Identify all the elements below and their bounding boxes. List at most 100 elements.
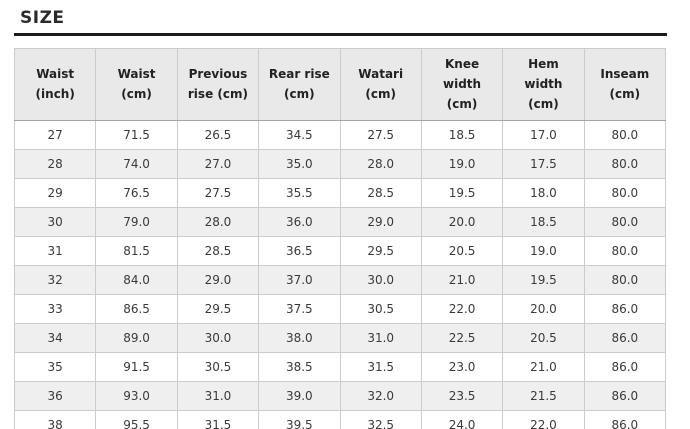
table-row: 34 89.0 30.0 38.0 31.0 22.5 20.5 86.0 xyxy=(13,323,667,354)
table-cell: 23.5 xyxy=(420,381,504,412)
table-cell: 22.0 xyxy=(502,410,585,429)
table-cell: 32 xyxy=(13,265,97,296)
table-cell: 30.0 xyxy=(339,265,422,296)
table-row: 28 74.0 27.0 35.0 28.0 19.0 17.5 80.0 xyxy=(13,149,667,180)
table-cell: 22.0 xyxy=(420,294,504,325)
table-cell: 20.0 xyxy=(420,207,504,238)
table-cell: 80.0 xyxy=(583,207,667,238)
column-header: Waist (inch) xyxy=(13,47,97,122)
table-cell: 32.5 xyxy=(339,410,422,429)
table-cell: 30 xyxy=(13,207,97,238)
size-table-header-row: Waist (inch) Waist (cm) Previous rise (cm)… xyxy=(13,47,667,122)
table-cell: 26.5 xyxy=(176,120,260,151)
table-cell: 27.0 xyxy=(176,149,260,180)
table-cell: 19.5 xyxy=(420,178,504,209)
column-header: Knee width (cm) xyxy=(420,47,504,122)
table-cell: 29 xyxy=(13,178,97,209)
table-cell: 80.0 xyxy=(583,236,667,267)
table-cell: 84.0 xyxy=(95,265,178,296)
table-cell: 80.0 xyxy=(583,265,667,296)
table-cell: 20.0 xyxy=(502,294,585,325)
table-row: 32 84.0 29.0 37.0 30.0 21.0 19.5 80.0 xyxy=(13,265,667,296)
table-cell: 86.0 xyxy=(583,410,667,429)
table-cell: 30.0 xyxy=(176,323,260,354)
table-cell: 19.0 xyxy=(502,236,585,267)
table-cell: 38.0 xyxy=(258,323,341,354)
column-header: Rear rise (cm) xyxy=(258,47,341,122)
table-cell: 91.5 xyxy=(95,352,178,383)
title-rule xyxy=(14,33,667,36)
table-cell: 32.0 xyxy=(339,381,422,412)
table-cell: 29.5 xyxy=(176,294,260,325)
table-cell: 36.0 xyxy=(258,207,341,238)
table-cell: 18.5 xyxy=(420,120,504,151)
table-cell: 17.5 xyxy=(502,149,585,180)
page-title: SIZE xyxy=(20,8,65,28)
table-cell: 30.5 xyxy=(176,352,260,383)
column-header: Hem width (cm) xyxy=(502,47,585,122)
table-cell: 38 xyxy=(13,410,97,429)
table-row: 31 81.5 28.5 36.5 29.5 20.5 19.0 80.0 xyxy=(13,236,667,267)
table-cell: 18.0 xyxy=(502,178,585,209)
table-row: 30 79.0 28.0 36.0 29.0 20.0 18.5 80.0 xyxy=(13,207,667,238)
table-row: 35 91.5 30.5 38.5 31.5 23.0 21.0 86.0 xyxy=(13,352,667,383)
table-cell: 31.5 xyxy=(176,410,260,429)
table-cell: 86.5 xyxy=(95,294,178,325)
table-cell: 37.5 xyxy=(258,294,341,325)
table-cell: 23.0 xyxy=(420,352,504,383)
table-cell: 79.0 xyxy=(95,207,178,238)
table-cell: 30.5 xyxy=(339,294,422,325)
table-cell: 37.0 xyxy=(258,265,341,296)
column-header: Watari (cm) xyxy=(339,47,422,122)
table-cell: 36 xyxy=(13,381,97,412)
table-row: 33 86.5 29.5 37.5 30.5 22.0 20.0 86.0 xyxy=(13,294,667,325)
size-table: Waist (inch) Waist (cm) Previous rise (cm)… xyxy=(13,47,667,429)
table-cell: 81.5 xyxy=(95,236,178,267)
table-cell: 31 xyxy=(13,236,97,267)
table-cell: 21.5 xyxy=(502,381,585,412)
table-cell: 21.0 xyxy=(420,265,504,296)
table-cell: 27.5 xyxy=(339,120,422,151)
table-cell: 76.5 xyxy=(95,178,178,209)
table-cell: 31.0 xyxy=(176,381,260,412)
table-cell: 93.0 xyxy=(95,381,178,412)
table-cell: 95.5 xyxy=(95,410,178,429)
table-cell: 18.5 xyxy=(502,207,585,238)
table-cell: 17.0 xyxy=(502,120,585,151)
table-cell: 20.5 xyxy=(502,323,585,354)
table-cell: 39.0 xyxy=(258,381,341,412)
table-row: 38 95.5 31.5 39.5 32.5 24.0 22.0 86.0 xyxy=(13,410,667,429)
table-cell: 34 xyxy=(13,323,97,354)
table-cell: 31.0 xyxy=(339,323,422,354)
table-cell: 28.0 xyxy=(176,207,260,238)
table-cell: 28.5 xyxy=(176,236,260,267)
table-cell: 28 xyxy=(13,149,97,180)
table-cell: 28.0 xyxy=(339,149,422,180)
table-cell: 35.5 xyxy=(258,178,341,209)
table-row: 27 71.5 26.5 34.5 27.5 18.5 17.0 80.0 xyxy=(13,120,667,151)
table-cell: 35 xyxy=(13,352,97,383)
size-table-body: 27 71.5 26.5 34.5 27.5 18.5 17.0 80.0 28 74.0 27.0… xyxy=(13,120,667,429)
table-cell: 86.0 xyxy=(583,294,667,325)
table-cell: 19.0 xyxy=(420,149,504,180)
table-cell: 24.0 xyxy=(420,410,504,429)
table-cell: 38.5 xyxy=(258,352,341,383)
table-cell: 35.0 xyxy=(258,149,341,180)
table-row: 36 93.0 31.0 39.0 32.0 23.5 21.5 86.0 xyxy=(13,381,667,412)
table-cell: 89.0 xyxy=(95,323,178,354)
table-cell: 29.0 xyxy=(339,207,422,238)
table-cell: 28.5 xyxy=(339,178,422,209)
table-cell: 71.5 xyxy=(95,120,178,151)
table-cell: 80.0 xyxy=(583,149,667,180)
table-cell: 19.5 xyxy=(502,265,585,296)
table-cell: 27 xyxy=(13,120,97,151)
table-cell: 80.0 xyxy=(583,178,667,209)
table-cell: 86.0 xyxy=(583,352,667,383)
table-cell: 27.5 xyxy=(176,178,260,209)
table-cell: 86.0 xyxy=(583,381,667,412)
table-cell: 34.5 xyxy=(258,120,341,151)
table-cell: 21.0 xyxy=(502,352,585,383)
table-cell: 31.5 xyxy=(339,352,422,383)
column-header: Inseam (cm) xyxy=(583,47,667,122)
